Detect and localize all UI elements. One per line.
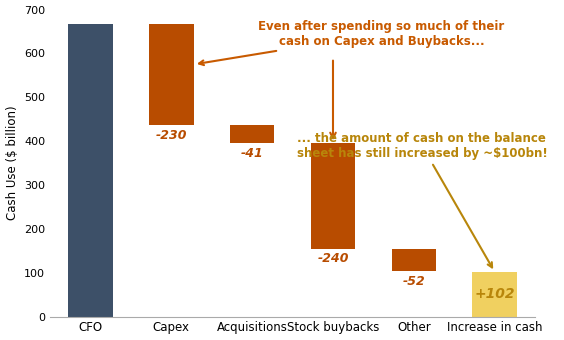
Text: ... the amount of cash on the balance
sheet has still increased by ~$100bn!: ... the amount of cash on the balance sh… (297, 132, 547, 268)
Bar (311, 143, 355, 249)
Y-axis label: Cash Use ($ billion): Cash Use ($ billion) (6, 106, 19, 220)
Bar (149, 24, 193, 125)
Text: 666: 666 (77, 31, 104, 44)
Bar (473, 272, 517, 317)
Text: +102: +102 (474, 287, 515, 301)
Text: -41: -41 (241, 147, 263, 160)
Bar (391, 249, 436, 271)
Text: -52: -52 (403, 275, 425, 288)
Text: -240: -240 (317, 252, 349, 265)
Text: Even after spending so much of their
cash on Capex and Buybacks...: Even after spending so much of their cas… (199, 20, 505, 65)
Bar (230, 125, 275, 143)
Bar (68, 24, 113, 317)
Text: -230: -230 (156, 129, 187, 142)
